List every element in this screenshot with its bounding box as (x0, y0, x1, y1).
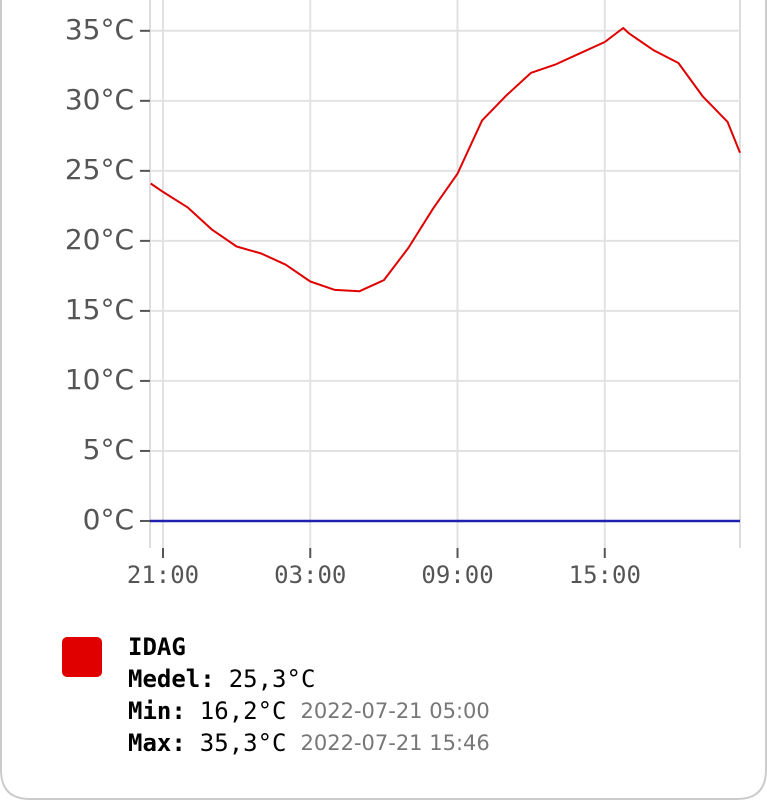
stat-label: Medel: (128, 665, 215, 693)
legend-stat: Min: 16,2°C 2022-07-21 05:00 (128, 697, 490, 725)
x-tick-label: 15:00 (569, 561, 641, 589)
stat-time: 2022-07-21 15:46 (301, 731, 490, 755)
stat-value: 35,3°C (200, 729, 287, 757)
x-tick-label: 03:00 (274, 561, 346, 589)
stat-time: 2022-07-21 05:00 (301, 699, 490, 723)
y-tick-label: 0°C (83, 503, 134, 536)
plot-area: 0°C 5°C 10°C 15°C 20°C 25°C 30°C 35°C 21:00 03:00… (65, 0, 741, 589)
legend: IDAG Medel: 25,3°C Min: 16,2°C 2022-07-21 05:… (62, 633, 490, 757)
y-tick-label: 35°C (65, 13, 134, 46)
stat-value: 16,2°C (200, 697, 287, 725)
x-tick-label: 21:00 (127, 561, 199, 589)
y-tick-label: 5°C (83, 433, 134, 466)
x-tick-label: 09:00 (421, 561, 493, 589)
legend-stat: Max: 35,3°C 2022-07-21 15:46 (128, 729, 490, 757)
data-line (150, 27, 741, 293)
stat-label: Max: (128, 729, 186, 757)
y-tick-label: 20°C (65, 223, 134, 256)
stat-label: Min: (128, 697, 186, 725)
legend-swatch (62, 637, 102, 677)
legend-name: IDAG (128, 633, 186, 661)
y-tick-label: 15°C (65, 293, 134, 326)
y-tick-label: 30°C (65, 83, 134, 116)
y-tick-label: 10°C (65, 363, 134, 396)
legend-stat: Medel: 25,3°C (128, 665, 315, 693)
stat-value: 25,3°C (229, 665, 316, 693)
y-tick-label: 25°C (65, 153, 134, 186)
